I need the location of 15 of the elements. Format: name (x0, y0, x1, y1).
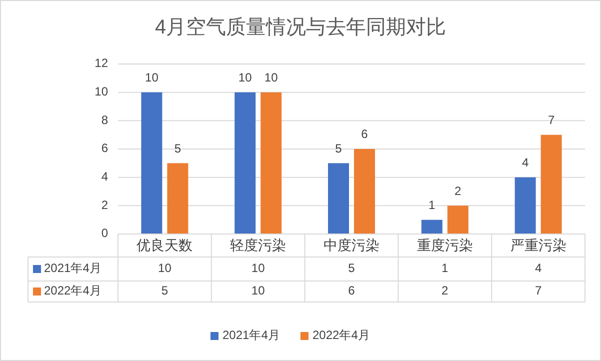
x-tick-label: 重度污染 (416, 237, 473, 254)
x-tick-label: 中度污染 (324, 237, 380, 254)
y-tick-label: 8 (101, 112, 108, 127)
y-tick-label: 0 (101, 226, 108, 240)
chart-title: 4月空气质量情况与去年同期对比 (154, 16, 446, 38)
y-tick-label: 2 (101, 198, 108, 212)
y-tick-label: 10 (94, 84, 108, 99)
x-tick-label: 严重污染 (510, 237, 566, 254)
y-tick-label: 12 (94, 56, 108, 70)
x-tick-label: 优良天数 (136, 237, 193, 254)
y-tick-label: 6 (101, 141, 108, 156)
y-tick-label: 4 (101, 170, 108, 184)
legend-label: 2021年4月 (44, 261, 102, 276)
legend-label: 2022年4月 (44, 284, 102, 298)
x-tick-label: 轻度污染 (230, 237, 286, 254)
